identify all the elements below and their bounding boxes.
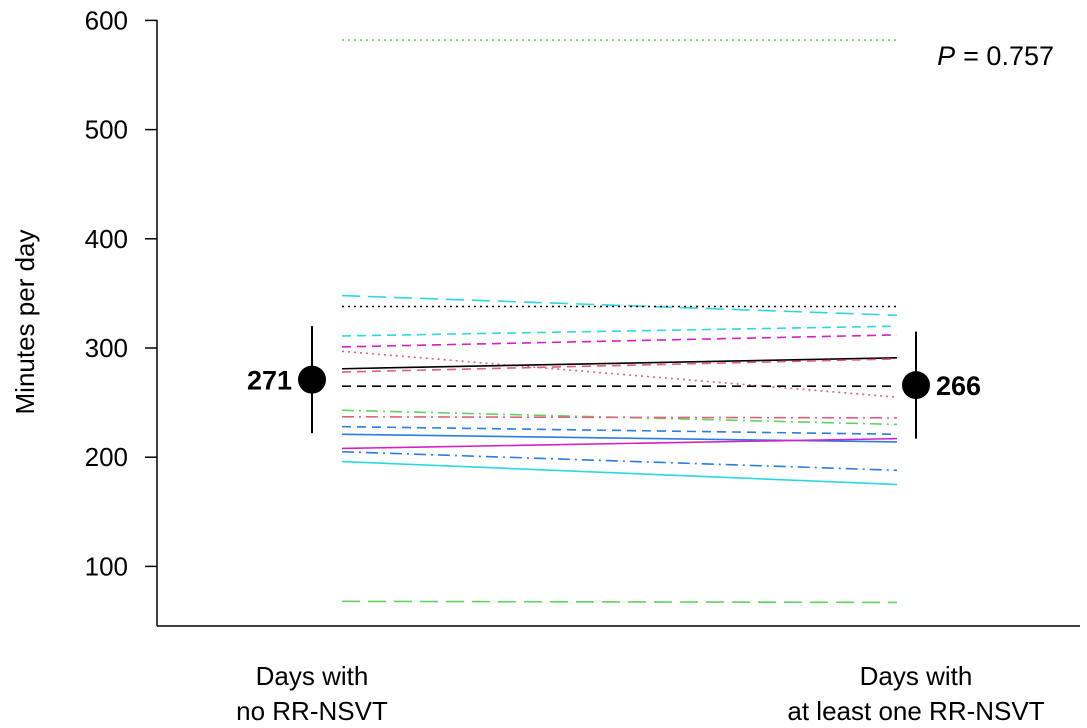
- series-line: [341, 437, 898, 450]
- mean-markers: 271 266: [247, 326, 981, 439]
- x-category-label: no RR-NSVT: [236, 696, 388, 726]
- p-value-annotation: P = 0.757: [937, 41, 1054, 71]
- x-category-label: at least one RR-NSVT: [787, 696, 1044, 726]
- series-line: [341, 425, 898, 436]
- y-tick-label: 400: [85, 224, 128, 254]
- series-lines: [341, 39, 898, 604]
- series-line: [341, 294, 898, 317]
- series-line: [341, 600, 898, 604]
- mean-point: [902, 371, 930, 400]
- mean-value-label: 266: [936, 371, 981, 401]
- series-line: [341, 358, 898, 373]
- y-tick-label: 600: [85, 5, 128, 35]
- series-line: [341, 350, 898, 398]
- x-category-label: Days with: [256, 661, 369, 691]
- y-tick-label: 300: [85, 333, 128, 363]
- series-line: [341, 409, 898, 426]
- p-value-symbol: P: [937, 41, 955, 71]
- series-line: [341, 325, 898, 337]
- mean-point: [298, 365, 326, 394]
- y-tick-label: 500: [85, 115, 128, 145]
- p-value-text: = 0.757: [963, 41, 1054, 71]
- x-category-label: Days with: [860, 661, 973, 691]
- y-tick-label: 200: [85, 442, 128, 472]
- series-line: [341, 450, 898, 472]
- y-axis-title: Minutes per day: [10, 230, 40, 415]
- series-line: [341, 415, 898, 419]
- series-line: [341, 334, 898, 348]
- series-line: [341, 357, 898, 370]
- y-ticks: 100 200 300 400 500 600: [85, 5, 157, 581]
- y-tick-label: 100: [85, 551, 128, 581]
- series-line: [341, 460, 898, 486]
- mean-value-label: 271: [247, 366, 292, 396]
